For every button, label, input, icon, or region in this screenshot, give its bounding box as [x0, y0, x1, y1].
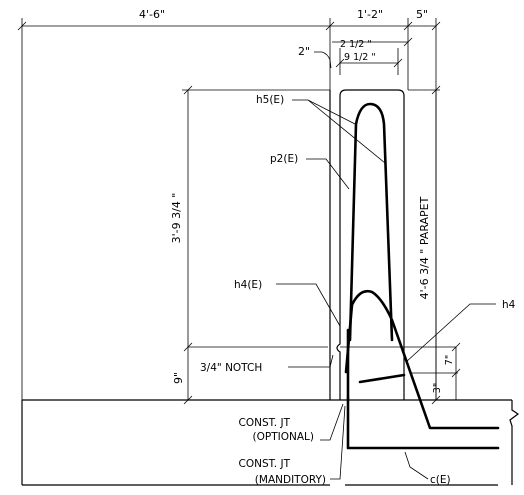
dim-parapet-height: 4'-6 3/4 " PARAPET: [418, 196, 431, 299]
bar-c: [346, 396, 500, 450]
parapet-wall-outline: [21, 89, 520, 486]
bar-h5: [348, 102, 394, 342]
dim-top-overall: 4'-6": [139, 8, 165, 21]
reinforcing-bars: [344, 102, 500, 450]
dim-wall-width: 1'-2": [357, 8, 383, 21]
dim-right-offset: 5": [416, 8, 428, 21]
dim-lower-b: 3": [432, 383, 443, 393]
label-h5: h5(E): [256, 94, 284, 106]
bar-h4: [344, 290, 500, 430]
dimension-lines: [17, 18, 461, 405]
label-c-e: c(E): [430, 474, 451, 486]
label-h4-e: h4(E): [234, 279, 262, 291]
label-const-jt-mandatory-2: (MANDITORY): [255, 474, 326, 486]
leader-lines: [276, 99, 496, 480]
dim-notch-height: 9": [172, 372, 185, 384]
dim-inset-b: 9 1/2 ": [344, 52, 376, 63]
label-h4: h4: [502, 299, 516, 311]
label-notch: 3/4" NOTCH: [200, 362, 262, 374]
label-const-jt-optional-2: (OPTIONAL): [253, 431, 314, 443]
label-const-jt-optional-1: CONST. JT: [239, 417, 291, 429]
dim-inset-left: 2": [298, 45, 310, 58]
dim-inset-a: 2 1/2 ": [340, 39, 372, 50]
label-p2: p2(E): [270, 153, 298, 165]
label-const-jt-mandatory-1: CONST. JT: [239, 458, 291, 470]
dim-lower-a: 7": [444, 355, 455, 365]
dim-wall-height: 3'-9 3/4 ": [170, 193, 183, 244]
